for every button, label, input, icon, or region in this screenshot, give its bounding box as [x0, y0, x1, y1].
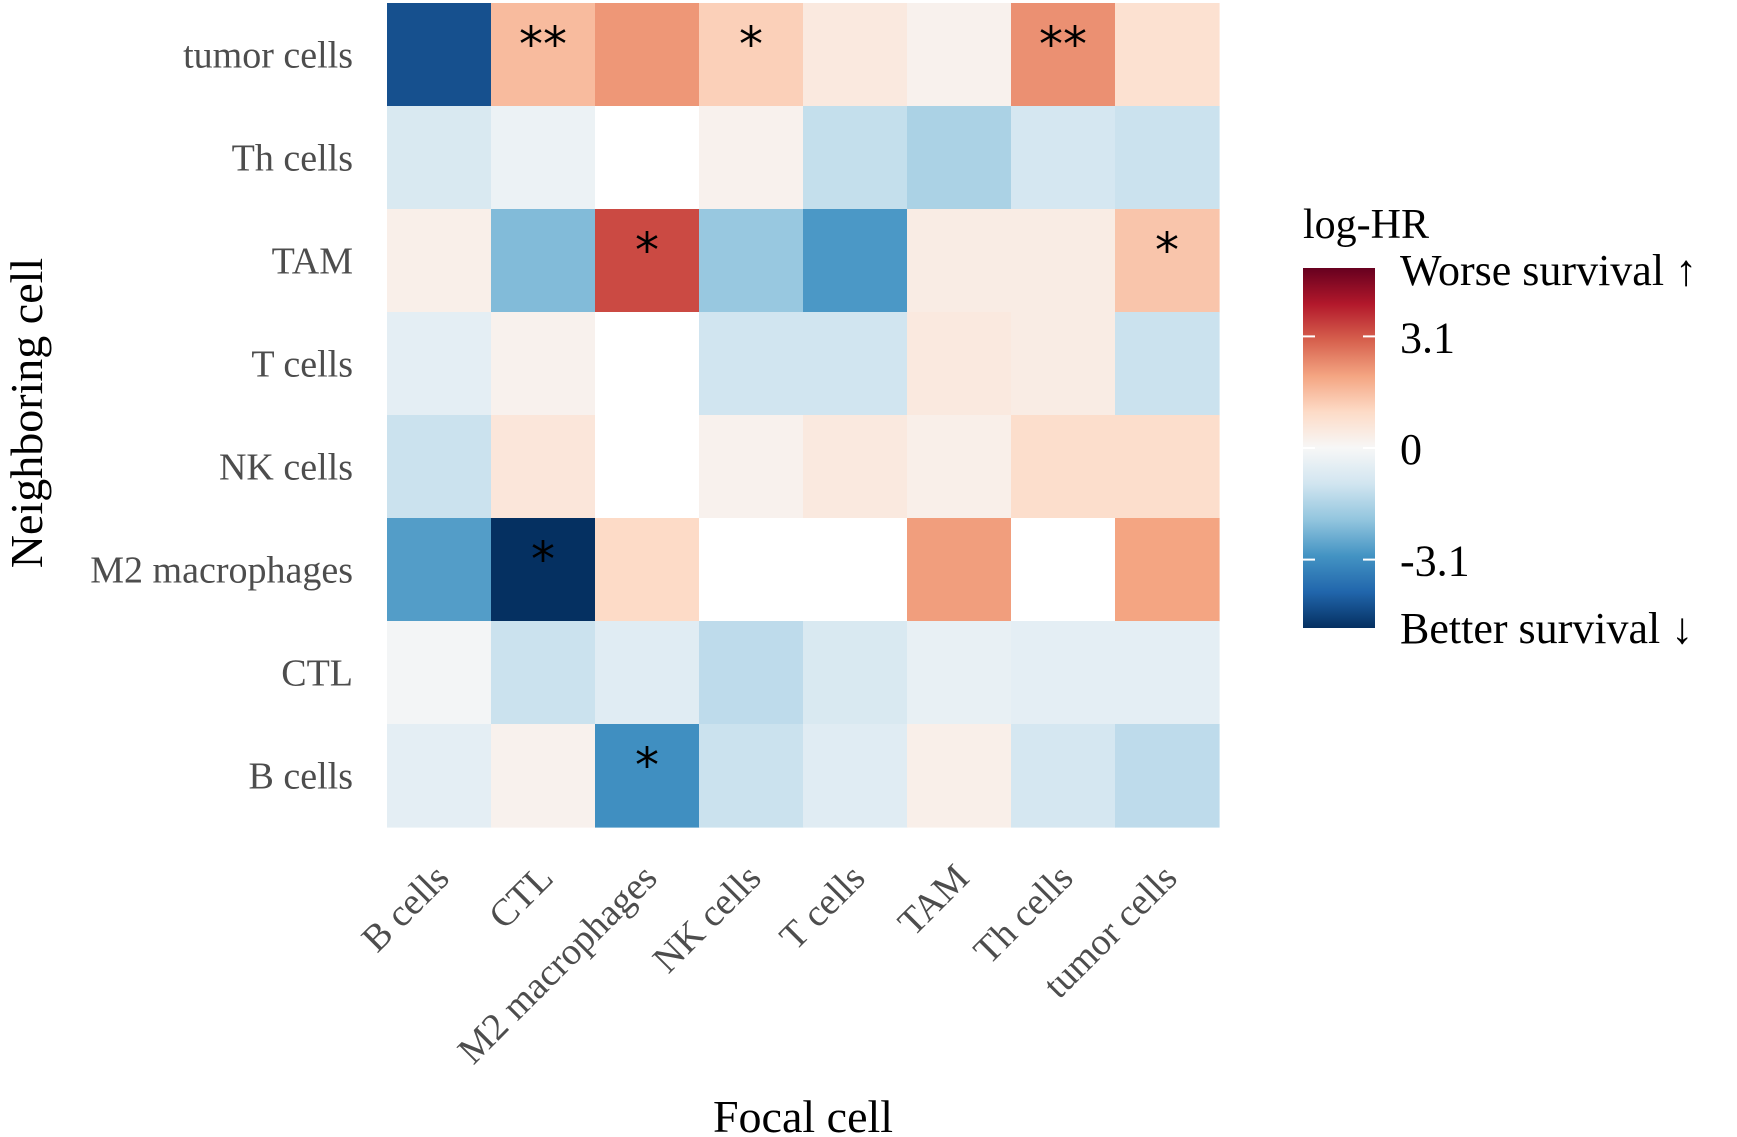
significance-mark: *: [635, 223, 659, 279]
significance-mark: *: [531, 532, 555, 588]
heatmap-cell: [387, 209, 492, 313]
legend-tick-label: 0: [1400, 425, 1422, 474]
x-tick-label: CTL: [481, 857, 561, 937]
heatmap-cell: [803, 3, 908, 107]
significance-mark: **: [519, 17, 567, 73]
heatmap-cell: [699, 518, 804, 622]
legend-ticks: 3.1 0 -3.1: [1303, 313, 1470, 586]
heatmap-cell: [1011, 312, 1116, 416]
heatmap-cell: [907, 518, 1012, 622]
heatmap-cell: [803, 621, 908, 725]
heatmap-cell: [387, 621, 492, 725]
heatmap-cell: [803, 724, 908, 828]
heatmap-cell: [387, 518, 492, 622]
heatmap-cell: [1011, 106, 1116, 210]
y-axis-ticks: tumor cells Th cells TAM T cells NK cells M2 …: [90, 35, 353, 798]
y-tick-label: Th cells: [232, 138, 353, 180]
heatmap-cell: [595, 312, 700, 416]
heatmap-cell: [595, 3, 700, 107]
significance-mark: *: [739, 17, 763, 73]
heatmap-cell: [491, 518, 596, 622]
y-tick-label: TAM: [272, 241, 353, 283]
heatmap-cell: [803, 518, 908, 622]
heatmap-cell: [803, 209, 908, 313]
heatmap-cells: [387, 3, 1220, 828]
heatmap-cell: [1011, 415, 1116, 519]
heatmap-cell: [1115, 518, 1220, 622]
heatmap-cell: [491, 106, 596, 210]
legend-bottom-label: Better survival ↓: [1400, 604, 1693, 653]
y-tick-label: M2 macrophages: [90, 550, 353, 592]
heatmap-cell: [595, 209, 700, 313]
heatmap-cell: [387, 106, 492, 210]
y-tick-label: CTL: [281, 653, 353, 695]
heatmap-cell: [1011, 518, 1116, 622]
legend-top-label: Worse survival ↑: [1400, 246, 1697, 295]
heatmap-cell: [1011, 724, 1116, 828]
heatmap-cell: [907, 724, 1012, 828]
heatmap-cell: [595, 415, 700, 519]
heatmap-cell: [699, 415, 804, 519]
legend: log-HR 3.1 0 -3.1 Worse survival ↑ Better …: [1303, 202, 1697, 653]
heatmap-cell: [803, 106, 908, 210]
heatmap-cell: [699, 312, 804, 416]
heatmap-cell: [387, 724, 492, 828]
significance-mark: **: [1039, 17, 1087, 73]
y-tick-label: NK cells: [219, 447, 353, 489]
heatmap-cell: [387, 312, 492, 416]
heatmap-cell: [803, 415, 908, 519]
y-tick-label: B cells: [249, 756, 353, 798]
heatmap-cell: [595, 621, 700, 725]
heatmap-cell: [491, 209, 596, 313]
heatmap-cell: [1011, 3, 1116, 107]
y-axis-title: Neighboring cell: [1, 258, 52, 568]
heatmap-cell: [491, 312, 596, 416]
heatmap-cell: [907, 312, 1012, 416]
heatmap-cell: [595, 106, 700, 210]
x-tick-label: T cells: [772, 857, 874, 959]
heatmap-cell: [1011, 209, 1116, 313]
significance-mark: *: [635, 738, 659, 794]
heatmap-cell: [491, 724, 596, 828]
heatmap-cell: [1115, 312, 1220, 416]
legend-tick-label: 3.1: [1400, 313, 1455, 362]
heatmap-cell: [699, 724, 804, 828]
heatmap-cell: [907, 3, 1012, 107]
heatmap-cell: [699, 3, 804, 107]
heatmap-cell: [595, 724, 700, 828]
heatmap-cell: [907, 106, 1012, 210]
heatmap-cell: [907, 621, 1012, 725]
heatmap-cell: [1115, 621, 1220, 725]
heatmap-cell: [699, 621, 804, 725]
heatmap-cell: [1115, 724, 1220, 828]
x-tick-label: TAM: [890, 857, 977, 944]
heatmap-cell: [803, 312, 908, 416]
x-tick-label: B cells: [354, 857, 458, 961]
heatmap-cell: [1115, 3, 1220, 107]
heatmap-cell: [1011, 621, 1116, 725]
significance-marks: ** * *** ***: [519, 17, 1179, 794]
legend-tick-label: -3.1: [1400, 537, 1470, 586]
heatmap-cell: [907, 415, 1012, 519]
x-axis-title: Focal cell: [713, 1091, 893, 1137]
heatmap-cell: [1115, 415, 1220, 519]
heatmap-cell: [907, 209, 1012, 313]
heatmap-cell: [491, 3, 596, 107]
heatmap-cell: [491, 621, 596, 725]
heatmap-cell: [699, 106, 804, 210]
heatmap-cell: [387, 3, 492, 107]
heatmap-cell: [595, 518, 700, 622]
heatmap-cell: [1115, 209, 1220, 313]
y-tick-label: tumor cells: [183, 35, 353, 77]
significance-mark: *: [1155, 223, 1179, 279]
heatmap-cell: [699, 209, 804, 313]
heatmap-cell: [491, 415, 596, 519]
legend-title: log-HR: [1303, 202, 1429, 248]
y-tick-label: T cells: [251, 344, 353, 386]
heatmap-cell: [387, 415, 492, 519]
heatmap-cell: [1115, 106, 1220, 210]
x-tick-label: NK cells: [645, 857, 769, 981]
